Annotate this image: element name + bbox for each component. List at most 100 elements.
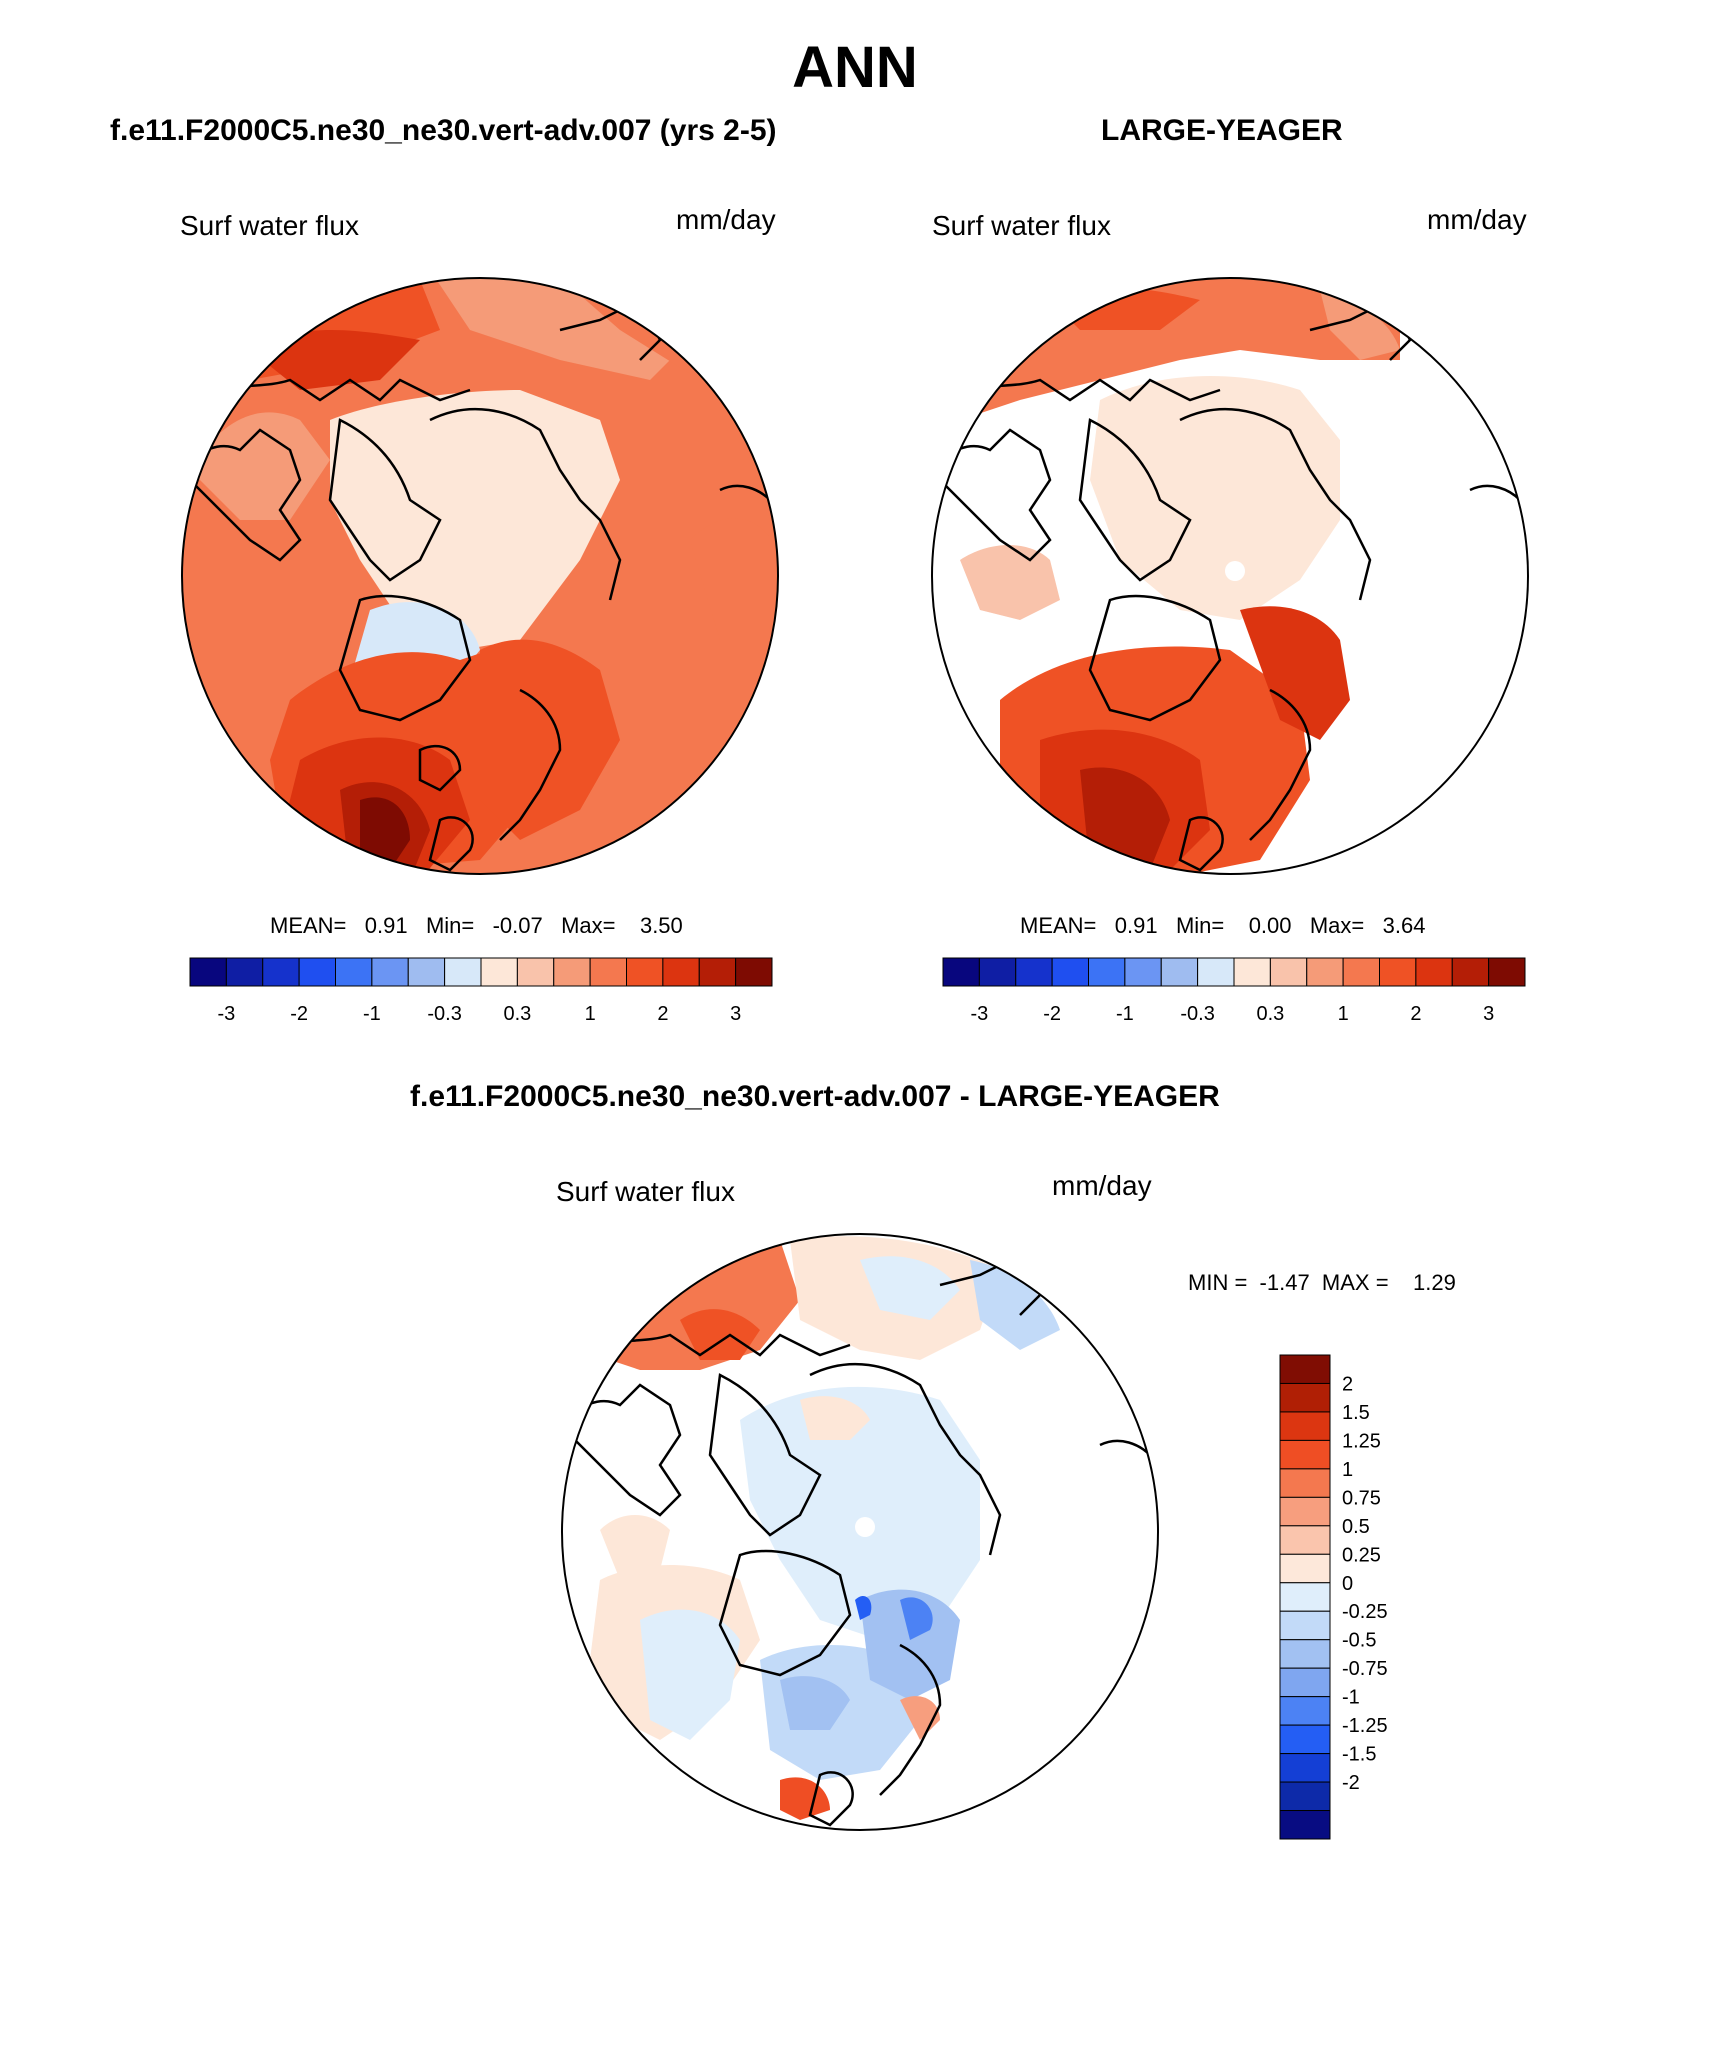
colorbar-tick-label: -0.75 xyxy=(1342,1658,1388,1680)
panel-1-units-label: mm/day xyxy=(676,204,776,235)
mean-value: 0.91 xyxy=(1114,913,1158,938)
colorbar-box xyxy=(1279,1382,1331,1413)
colorbar-box xyxy=(444,957,482,987)
colorbar-box xyxy=(978,957,1017,987)
colorbar-tick-label: -3 xyxy=(217,1003,235,1025)
panel-3-variable-label: Surf water flux xyxy=(556,1176,735,1207)
colorbar-box xyxy=(626,957,664,987)
colorbar-box xyxy=(1279,1667,1331,1698)
colorbar-tick-label: 1 xyxy=(585,1003,596,1025)
colorbar-box xyxy=(335,957,373,987)
mean-label: MEAN= xyxy=(270,913,347,938)
colorbar-box xyxy=(1279,1411,1331,1441)
colorbar-tick-label: -2 xyxy=(1043,1003,1061,1025)
colorbar-tick-label: 1.5 xyxy=(1342,1402,1370,1424)
colorbar-box xyxy=(1051,957,1089,987)
colorbar-box xyxy=(698,957,737,987)
colorbar-box xyxy=(371,957,409,987)
max-label: Max= xyxy=(1309,913,1365,938)
colorbar-box xyxy=(1279,1468,1331,1498)
colorbar-tick-label: 0.25 xyxy=(1342,1544,1381,1566)
colorbar-box xyxy=(262,957,300,987)
colorbar-box xyxy=(1279,1781,1331,1812)
colorbar-box xyxy=(1279,1553,1331,1584)
mean-label: MEAN= xyxy=(1020,913,1097,938)
colorbar-tick-label: -0.5 xyxy=(1342,1630,1376,1652)
colorbar-tick-label: 1 xyxy=(1338,1003,1349,1025)
colorbar-box xyxy=(1233,957,1271,987)
max-value: 1.29 xyxy=(1413,1270,1456,1295)
panel-3-stats: MIN = -1.47 MAX = 1.29 xyxy=(1188,1270,1456,1296)
colorbar-tick-label: -2 xyxy=(290,1003,308,1025)
colorbar-box xyxy=(1379,957,1417,987)
colorbar-tick-label: 3 xyxy=(730,1003,741,1025)
colorbar-box xyxy=(1160,957,1199,987)
colorbar-box xyxy=(1279,1724,1331,1755)
panel-2-pole-marker xyxy=(1225,561,1245,581)
colorbar-box xyxy=(1279,1610,1331,1641)
min-label: Min= xyxy=(1175,913,1225,938)
colorbar-box xyxy=(1279,1496,1331,1527)
colorbar-box xyxy=(298,957,336,987)
panel-1-colorbar: -3 -2 -1 -0.3 0.3 1 2 3 xyxy=(189,957,773,1025)
colorbar-box xyxy=(1269,957,1308,987)
colorbar-tick-label: 2 xyxy=(1410,1003,1421,1025)
colorbar-box xyxy=(1015,957,1053,987)
colorbar-tick-label: -1 xyxy=(1116,1003,1134,1025)
colorbar-box xyxy=(1279,1439,1331,1470)
colorbar-box xyxy=(407,957,446,987)
min-value: -0.07 xyxy=(492,913,543,938)
colorbar-tick-label: 0 xyxy=(1342,1573,1353,1595)
colorbar-tick-label: 2 xyxy=(657,1003,668,1025)
colorbar-box xyxy=(516,957,555,987)
panel-3-field xyxy=(562,1234,1158,1830)
panel-3-units-label: mm/day xyxy=(1052,1170,1152,1201)
panel-2-units-label: mm/day xyxy=(1427,204,1527,235)
min-label: Min= xyxy=(425,913,475,938)
panel-2-title: LARGE-YEAGER xyxy=(1101,114,1343,147)
colorbar-box xyxy=(1279,1525,1331,1555)
colorbar-box xyxy=(589,957,627,987)
colorbar-box xyxy=(1088,957,1126,987)
panel-3-title: f.e11.F2000C5.ne30_ne30.vert-adv.007 - L… xyxy=(410,1080,1220,1113)
panel-2-field xyxy=(932,278,1528,874)
colorbar-box xyxy=(1279,1582,1331,1612)
colorbar-tick-label: 1.25 xyxy=(1342,1430,1381,1452)
panel-3-pole-marker xyxy=(855,1517,875,1537)
colorbar-box xyxy=(1124,957,1162,987)
colorbar-box xyxy=(942,957,980,987)
colorbar-tick-label: 2 xyxy=(1342,1373,1353,1395)
panel-2-variable-label: Surf water flux xyxy=(932,210,1111,241)
colorbar-tick-label: -1.5 xyxy=(1342,1744,1376,1766)
colorbar-tick-label: 1 xyxy=(1342,1459,1353,1481)
colorbar-box xyxy=(1279,1753,1331,1783)
colorbar-tick-label: 0.75 xyxy=(1342,1487,1381,1509)
colorbar-tick-label: 0.5 xyxy=(1342,1516,1370,1538)
colorbar-box xyxy=(1342,957,1380,987)
panel-2-map-border xyxy=(931,277,1529,875)
colorbar-tick-label: 0.3 xyxy=(503,1003,531,1025)
colorbar-tick-label: -0.3 xyxy=(1180,1003,1214,1025)
panel-1-stats: MEAN= 0.91 Min= -0.07 Max= 3.50 xyxy=(270,913,683,939)
colorbar-box xyxy=(189,957,227,987)
colorbar-box xyxy=(1279,1696,1331,1726)
colorbar-box xyxy=(662,957,700,987)
colorbar-box xyxy=(1415,957,1453,987)
panel-1-variable-label: Surf water flux xyxy=(180,210,359,241)
colorbar-box xyxy=(553,957,591,987)
min-label: MIN = xyxy=(1188,1270,1248,1295)
panel-2-colorbar: -3 -2 -1 -0.3 0.3 1 2 3 xyxy=(942,957,1526,1025)
min-value: -1.47 xyxy=(1259,1270,1310,1295)
colorbar-tick-label: -0.3 xyxy=(427,1003,461,1025)
colorbar-box xyxy=(1279,1810,1331,1840)
max-value: 3.64 xyxy=(1382,913,1426,938)
panel-3-colorbar: 2 1.5 1.25 1 0.75 0.5 0.25 0 -0.25 -0.5 -0.75 -1 -1.… xyxy=(1279,1354,1388,1840)
colorbar-tick-label: -1.25 xyxy=(1342,1715,1388,1737)
max-label: MAX = xyxy=(1321,1270,1389,1295)
colorbar-tick-label: -1 xyxy=(363,1003,381,1025)
panel-1-title: f.e11.F2000C5.ne30_ne30.vert-adv.007 (yr… xyxy=(110,114,777,147)
colorbar-box xyxy=(1279,1639,1331,1669)
max-label: Max= xyxy=(561,913,616,938)
colorbar-tick-label: -3 xyxy=(970,1003,988,1025)
